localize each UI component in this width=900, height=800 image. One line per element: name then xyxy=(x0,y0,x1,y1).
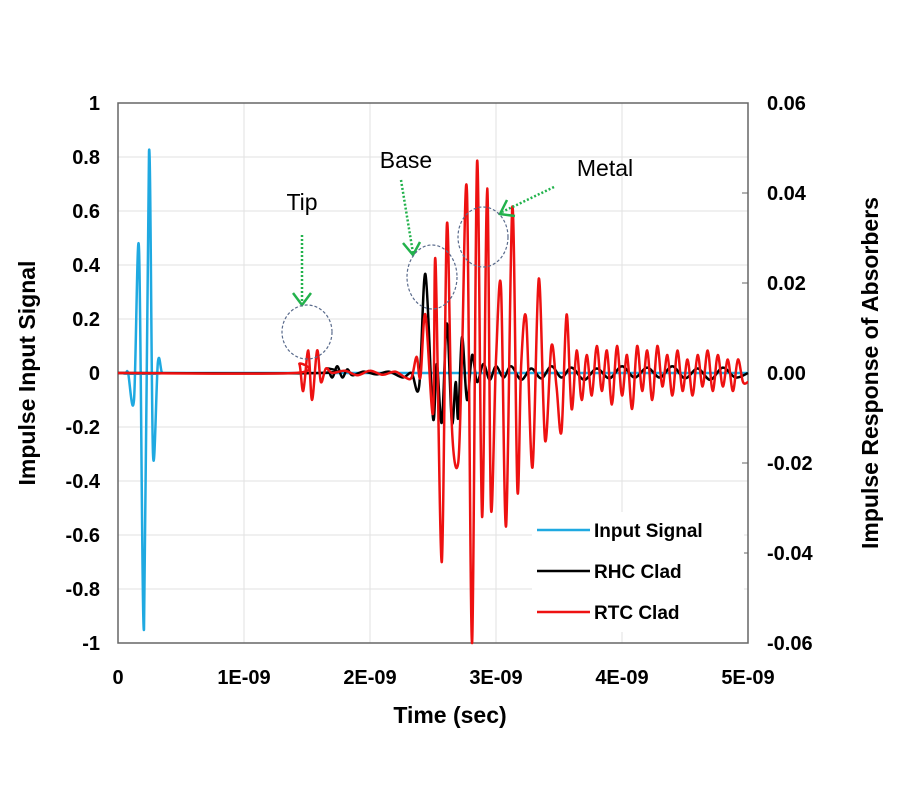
annotation-metal-label: Metal xyxy=(577,155,633,181)
annotation-tip-label: Tip xyxy=(286,189,317,215)
right-y-axis-label: Impulse Response of Absorbers xyxy=(857,197,883,549)
metal-arrow-head xyxy=(498,199,516,218)
annotation-tip: Tip xyxy=(281,189,333,360)
x-tick-label: 2E-09 xyxy=(343,667,396,689)
x-tick-label: 1E-09 xyxy=(217,667,270,689)
base-arrow-head xyxy=(402,241,422,258)
legend: Input Signal RHC Clad RTC Clad xyxy=(532,512,744,632)
x-tick-label: 4E-09 xyxy=(595,667,648,689)
y2-tick-label: 0.00 xyxy=(767,363,806,385)
metal-highlight-circle xyxy=(457,206,509,268)
x-axis-label: Time (sec) xyxy=(393,702,506,728)
metal-arrow xyxy=(501,185,555,214)
y-tick-label: -0.2 xyxy=(66,417,100,439)
y2-tick-label: 0.06 xyxy=(767,93,806,115)
series-lines xyxy=(117,148,749,645)
y2-tick-label: -0.04 xyxy=(767,543,813,565)
legend-label-rtc-clad: RTC Clad xyxy=(594,603,680,624)
y-tick-label: 0 xyxy=(89,363,100,385)
y-tick-label: -1 xyxy=(82,633,100,655)
y-tick-label: 0.4 xyxy=(72,255,101,277)
y2-tick-label: 0.04 xyxy=(767,183,807,205)
y2-tick-label: 0.02 xyxy=(767,273,806,295)
x-tick-label: 3E-09 xyxy=(469,667,522,689)
annotation-base-label: Base xyxy=(380,147,432,173)
tick-labels: 1 0.8 0.6 0.4 0.2 0 -0.2 -0.4 -0.6 -0.8 -1 0.06 0.04… xyxy=(66,93,814,689)
tip-highlight-circle xyxy=(281,304,333,360)
y-tick-label: 0.2 xyxy=(72,309,100,331)
annotation-metal: Metal xyxy=(457,155,633,268)
left-y-axis-label: Impulse Input Signal xyxy=(14,261,40,486)
legend-label-rhc-clad: RHC Clad xyxy=(594,562,682,583)
y2-tick-label: -0.06 xyxy=(767,633,813,655)
x-tick-label: 0 xyxy=(112,667,123,689)
base-highlight-circle xyxy=(406,244,458,310)
y2-tick-label: -0.02 xyxy=(767,453,813,475)
x-tick-label: 5E-09 xyxy=(721,667,774,689)
series-line-rtc-clad xyxy=(117,159,749,645)
legend-label-input-signal: Input Signal xyxy=(594,521,703,542)
annotation-base: Base xyxy=(380,147,458,310)
y-tick-label: -0.6 xyxy=(66,525,100,547)
base-arrow xyxy=(399,179,415,254)
y-tick-label: 1 xyxy=(89,93,100,115)
y-tick-label: 0.8 xyxy=(72,147,100,169)
y-tick-label: -0.8 xyxy=(66,579,100,601)
y-tick-label: 0.6 xyxy=(72,201,100,223)
y-tick-label: -0.4 xyxy=(66,471,101,493)
